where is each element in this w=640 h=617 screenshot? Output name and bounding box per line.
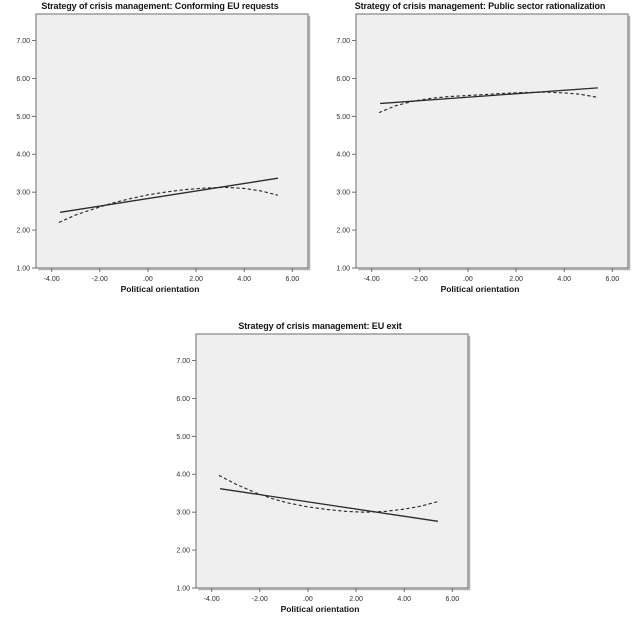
svg-text:2.00: 2.00: [16, 227, 30, 234]
svg-text:6.00: 6.00: [286, 276, 300, 283]
chart-eu-exit: Strategy of crisis management: EU exit 1…: [160, 320, 480, 617]
chart-title: Strategy of crisis management: Conformin…: [41, 1, 279, 11]
svg-text:-4.00: -4.00: [44, 276, 60, 283]
svg-text:6.00: 6.00: [606, 276, 620, 283]
chart-public-sector-rationalization: Strategy of crisis management: Public se…: [320, 0, 640, 297]
chart-title: Strategy of crisis management: EU exit: [238, 321, 402, 331]
svg-text:-2.00: -2.00: [412, 276, 428, 283]
x-axis-label: Political orientation: [280, 604, 360, 614]
svg-text:.00: .00: [143, 276, 153, 283]
svg-text:3.00: 3.00: [336, 190, 350, 197]
svg-text:6.00: 6.00: [336, 76, 350, 83]
svg-text:3.00: 3.00: [16, 190, 30, 197]
svg-text:-2.00: -2.00: [92, 276, 108, 283]
svg-text:6.00: 6.00: [176, 396, 190, 403]
svg-text:7.00: 7.00: [336, 38, 350, 45]
svg-text:2.00: 2.00: [176, 547, 190, 554]
svg-text:4.00: 4.00: [237, 276, 251, 283]
svg-text:6.00: 6.00: [446, 596, 460, 603]
svg-text:4.00: 4.00: [176, 472, 190, 479]
svg-text:.00: .00: [463, 276, 473, 283]
plot-area: 1.00 2.00 3.00 4.00 5.00 6.00 7.00 -4.00 -2.00 .0…: [336, 13, 631, 283]
x-axis-label: Political orientation: [120, 284, 200, 294]
x-axis-label: Political orientation: [440, 284, 520, 294]
svg-text:4.00: 4.00: [397, 596, 411, 603]
svg-text:4.00: 4.00: [557, 276, 571, 283]
svg-text:-4.00: -4.00: [204, 596, 220, 603]
svg-text:5.00: 5.00: [176, 434, 190, 441]
svg-text:4.00: 4.00: [336, 152, 350, 159]
svg-text:-4.00: -4.00: [364, 276, 380, 283]
svg-text:4.00: 4.00: [16, 152, 30, 159]
svg-text:.00: .00: [303, 596, 313, 603]
svg-text:1.00: 1.00: [176, 585, 190, 592]
plot-area: 1.00 2.00 3.00 4.00 5.00 6.00 7.00 -4.00 -2.00 .0…: [16, 13, 311, 283]
chart-conforming-eu-requests: Strategy of crisis management: Conformin…: [0, 0, 320, 297]
plot-area: 1.00 2.00 3.00 4.00 5.00 6.00 7.00 -4.00 -2.00 .0…: [176, 333, 471, 603]
svg-text:1.00: 1.00: [16, 265, 30, 272]
svg-text:2.00: 2.00: [189, 276, 203, 283]
svg-text:5.00: 5.00: [336, 114, 350, 121]
svg-text:7.00: 7.00: [16, 38, 30, 45]
svg-text:-2.00: -2.00: [252, 596, 268, 603]
svg-text:2.00: 2.00: [349, 596, 363, 603]
chart-title: Strategy of crisis management: Public se…: [354, 1, 606, 11]
svg-text:6.00: 6.00: [16, 76, 30, 83]
svg-text:1.00: 1.00: [336, 265, 350, 272]
svg-text:7.00: 7.00: [176, 358, 190, 365]
svg-text:3.00: 3.00: [176, 510, 190, 517]
svg-text:2.00: 2.00: [509, 276, 523, 283]
svg-text:2.00: 2.00: [336, 227, 350, 234]
svg-text:5.00: 5.00: [16, 114, 30, 121]
